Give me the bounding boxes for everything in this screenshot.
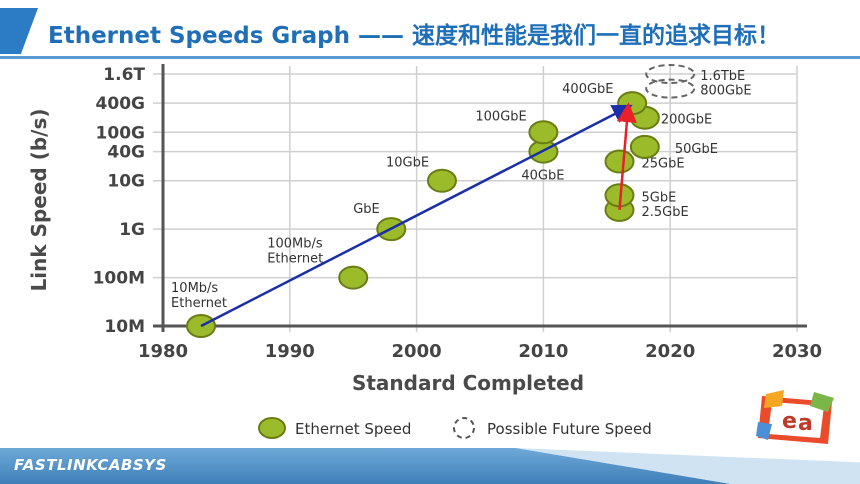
point-label: 200GbE [661,113,712,128]
x-tick-label: 1990 [265,341,315,362]
x-tick-label: 2030 [772,341,822,362]
title-rule [0,56,860,59]
y-tick-label: 10G [107,172,145,192]
x-tick-label: 1980 [138,341,188,362]
footer-brand: FASTLINKCABSYS [14,456,167,474]
y-tick-label: 1G [119,220,145,240]
point-label: 100Mb/s Ethernet [267,237,323,267]
point-label-line: 100Mb/s [267,237,323,252]
y-tick-label: 40G [107,143,145,163]
footer: FASTLINKCABSYS [0,448,860,484]
x-tick-label: 2020 [645,341,695,362]
x-tick-label: 2000 [392,341,442,362]
ea-logo: e a [754,388,840,448]
point-label: 50GbE [675,142,718,157]
y-tick-label: 400G [96,94,145,114]
future-speed-marker [645,78,696,99]
x-axis-label: Standard Completed [352,371,584,395]
trend-line [616,102,637,210]
y-tick-label: 100G [96,123,145,143]
y-tick-label: 10M [104,317,145,337]
ethernet-speed-point [629,134,660,159]
point-label: 25GbE [641,156,684,171]
point-label: 10GbE [386,156,429,171]
point-label-line: 10Mb/s [171,281,218,296]
point-label: 100GbE [475,109,526,124]
y-axis-label: Link Speed (b/s) [27,108,51,291]
point-label: 800GbE [700,84,751,99]
point-label: 2.5GbE [641,205,688,220]
chart: 1980 1990 2000 2010 2020 203010M100M1G10G40G1… [27,64,822,439]
point-label: 400GbE [562,82,613,97]
legend-label: Ethernet Speed [295,420,411,438]
ethernet-speed-point [338,265,369,290]
page-title: Ethernet Speeds Graph —— 速度和性能是我们一直的追求目标… [48,23,780,49]
point-label-line: Ethernet [267,252,323,267]
svg-text:a: a [798,411,813,436]
point-label: 40GbE [521,169,564,184]
point-label: GbE [353,202,380,217]
svg-text:e: e [782,409,797,434]
trend-line [200,104,633,328]
y-tick-label: 100M [93,269,145,289]
legend-label: Possible Future Speed [487,420,652,438]
point-label: 10Mb/s Ethernet [171,281,227,311]
point-label: 1.6TbE [700,69,745,84]
ethernet-speed-point [528,120,559,145]
point-label-line: Ethernet [171,296,227,311]
x-tick-label: 2010 [518,341,568,362]
legend-swatch [453,417,475,439]
ethernet-speed-point [604,149,635,174]
y-tick-label: 1.6T [103,65,145,85]
future-speed-marker [645,64,696,84]
title-bar: Ethernet Speeds Graph —— 速度和性能是我们一直的追求目标… [0,8,860,59]
legend-swatch [258,417,286,439]
ethernet-speed-point [426,168,457,193]
point-label: 5GbE [641,190,676,205]
